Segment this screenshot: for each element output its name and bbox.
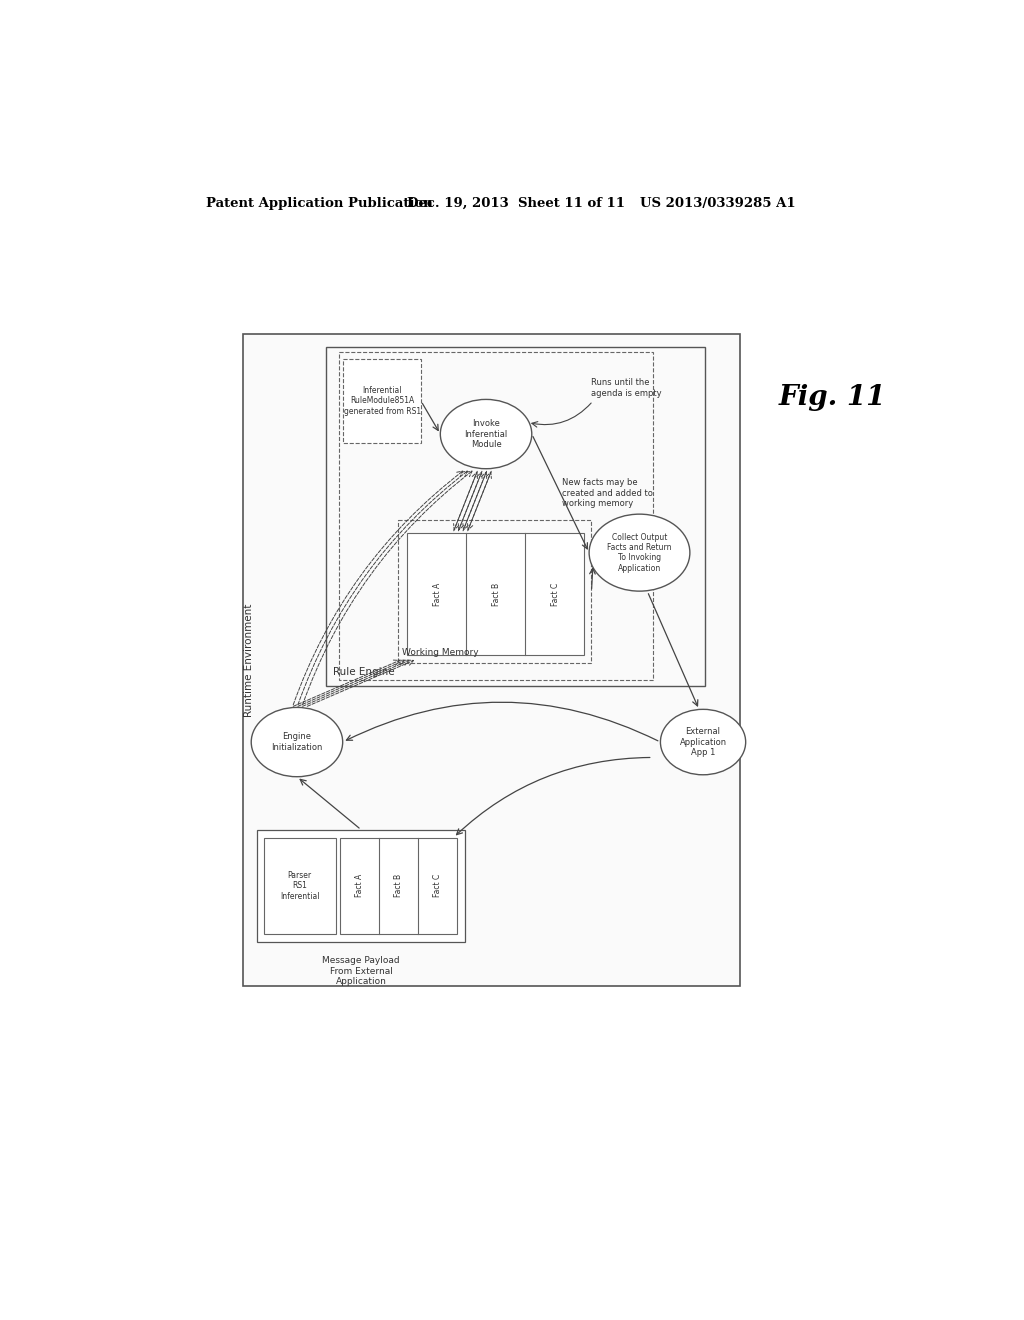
Text: Dec. 19, 2013  Sheet 11 of 11: Dec. 19, 2013 Sheet 11 of 11 [407,197,625,210]
Bar [257,830,465,942]
Text: External
Application
App 1: External Application App 1 [680,727,727,756]
Text: Working Memory: Working Memory [401,648,478,656]
Bar [339,352,653,681]
Bar [243,334,740,986]
Text: Fact C: Fact C [433,874,441,898]
Text: Inferential
RuleModule851A
generated from RS1: Inferential RuleModule851A generated fro… [344,385,421,416]
Text: Engine
Initialization: Engine Initialization [271,733,323,752]
Text: Collect Output
Facts and Return
To Invoking
Application: Collect Output Facts and Return To Invok… [607,532,672,573]
Text: Fact A: Fact A [433,582,441,606]
Bar [326,347,706,686]
Ellipse shape [589,515,690,591]
Text: Parser
RS1
Inferential: Parser RS1 Inferential [280,871,319,900]
Text: Fact B: Fact B [492,582,501,606]
Bar [397,520,592,663]
Text: US 2013/0339285 A1: US 2013/0339285 A1 [640,197,795,210]
Ellipse shape [440,400,531,469]
Text: Patent Application Publication: Patent Application Publication [206,197,432,210]
Text: Runs until the
agenda is empty: Runs until the agenda is empty [592,378,663,397]
Text: New facts may be
created and added to
working memory: New facts may be created and added to wo… [562,478,653,508]
Ellipse shape [660,709,745,775]
Text: Runtime Environment: Runtime Environment [244,603,254,717]
Text: Invoke
Inferential
Module: Invoke Inferential Module [465,420,508,449]
Text: Fig. 11: Fig. 11 [779,384,887,411]
Bar [340,837,458,933]
Text: Message Payload
From External
Application: Message Payload From External Applicatio… [323,956,400,986]
Bar [343,359,421,444]
Text: Fact A: Fact A [355,874,365,898]
Ellipse shape [251,708,343,776]
Text: Fact C: Fact C [551,582,559,606]
Text: Rule Engine: Rule Engine [334,667,395,677]
Bar [263,837,336,933]
Bar [407,533,584,655]
Text: Fact B: Fact B [394,874,403,898]
